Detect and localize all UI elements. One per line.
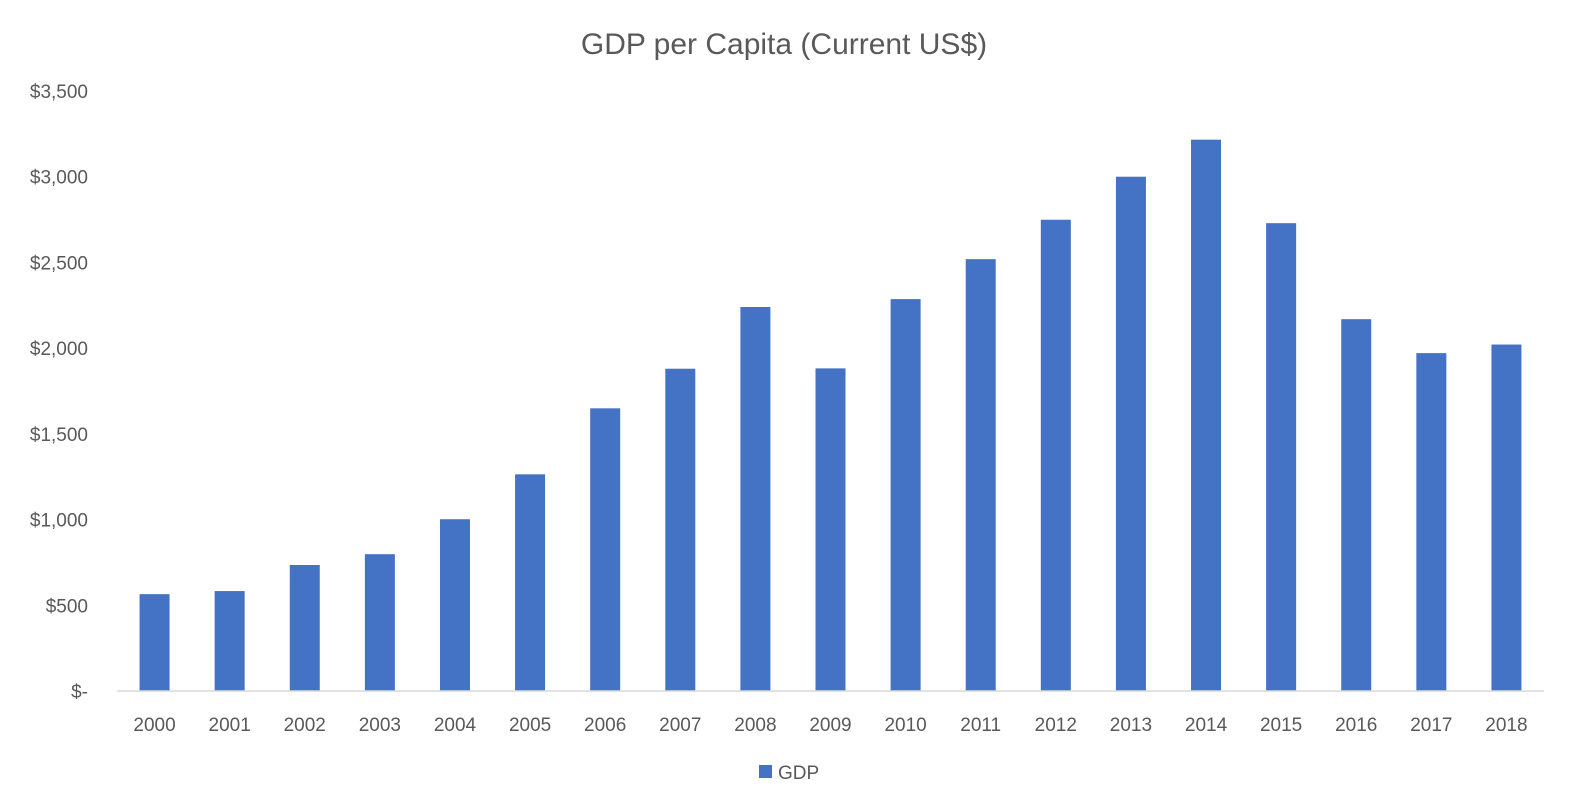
bar-2010 xyxy=(890,299,921,691)
x-tick-label: 2005 xyxy=(509,715,551,736)
bar-2009 xyxy=(815,368,846,691)
bar-2003 xyxy=(364,554,395,691)
y-tick-label: $1,500 xyxy=(30,425,88,446)
y-tick-label: $500 xyxy=(46,596,88,617)
bar-2004 xyxy=(439,519,470,691)
bar-series-gdp xyxy=(139,139,1522,691)
y-tick-label: $2,000 xyxy=(30,339,88,360)
bar-2018 xyxy=(1491,344,1522,691)
x-tick-label: 2008 xyxy=(734,715,776,736)
chart-title: GDP per Capita (Current US$) xyxy=(581,28,987,61)
bar-2006 xyxy=(590,408,621,691)
y-tick-label: $1,000 xyxy=(30,511,88,532)
x-tick-label: 2015 xyxy=(1260,715,1302,736)
legend-label-gdp: GDP xyxy=(778,763,819,784)
bar-2016 xyxy=(1341,319,1372,691)
x-tick-label: 2012 xyxy=(1035,715,1077,736)
bar-2005 xyxy=(515,474,546,691)
y-tick-label: $- xyxy=(71,682,88,703)
bar-2011 xyxy=(965,259,996,691)
bar-2000 xyxy=(139,594,170,691)
x-tick-label: 2001 xyxy=(209,715,251,736)
x-tick-label: 2018 xyxy=(1485,715,1527,736)
x-tick-label: 2000 xyxy=(133,715,175,736)
x-axis-tick-labels: 2000 2001 2002 2003 2004 2005 2006 2007 2008 2009… xyxy=(133,715,1527,736)
x-tick-label: 2003 xyxy=(359,715,401,736)
bar-2015 xyxy=(1266,223,1297,691)
bar-2017 xyxy=(1416,353,1447,691)
y-axis-tick-labels: $- $500 $1,000 $1,500 $2,000 $2,500 $3,000 $3,5… xyxy=(30,82,88,703)
x-tick-label: 2007 xyxy=(659,715,701,736)
x-tick-label: 2013 xyxy=(1110,715,1152,736)
x-tick-label: 2009 xyxy=(809,715,851,736)
y-tick-label: $3,000 xyxy=(30,168,88,189)
x-tick-label: 2016 xyxy=(1335,715,1377,736)
x-tick-label: 2004 xyxy=(434,715,477,736)
y-tick-label: $3,500 xyxy=(30,82,88,103)
bar-2013 xyxy=(1115,176,1146,691)
bar-2002 xyxy=(289,565,320,691)
bar-2007 xyxy=(665,368,696,691)
x-tick-label: 2011 xyxy=(960,715,1001,736)
bar-2012 xyxy=(1040,219,1071,691)
bar-2014 xyxy=(1191,139,1222,691)
bar-2001 xyxy=(214,591,245,691)
x-tick-label: 2006 xyxy=(584,715,626,736)
x-tick-label: 2010 xyxy=(884,715,926,736)
legend: GDP xyxy=(759,763,819,784)
bar-2008 xyxy=(740,307,771,691)
x-tick-label: 2017 xyxy=(1410,715,1452,736)
x-tick-label: 2002 xyxy=(284,715,326,736)
legend-swatch-gdp xyxy=(759,765,772,778)
x-tick-label: 2014 xyxy=(1185,715,1228,736)
y-tick-label: $2,500 xyxy=(30,253,88,274)
